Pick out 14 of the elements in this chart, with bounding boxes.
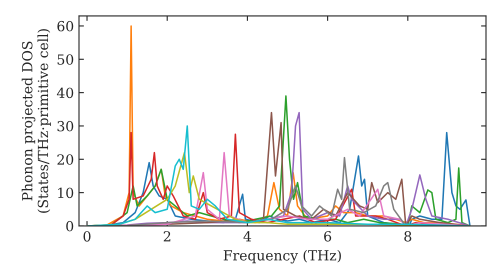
y-tick-label: 10 <box>58 188 74 198</box>
y-tick-label: 20 <box>57 154 74 165</box>
x-tick-label: 6 <box>324 231 332 242</box>
y-tick-label: 50 <box>58 54 74 65</box>
x-tick-label: 4 <box>243 231 252 242</box>
y-axis-title: Phonon projected DOS (States/THz·primitive cell) <box>22 29 51 213</box>
x-axis-title: Frequency (THz) <box>224 250 341 264</box>
y-tick-label: 60 <box>57 20 74 32</box>
x-tick-label: 2 <box>164 231 170 242</box>
y-tick-label: 30 <box>58 120 74 132</box>
x-tick-label: 0 <box>84 231 91 242</box>
y-tick-label: 0 <box>66 220 74 232</box>
y-tick-label: 40 <box>56 88 74 98</box>
x-tick-label: 8 <box>404 231 412 242</box>
